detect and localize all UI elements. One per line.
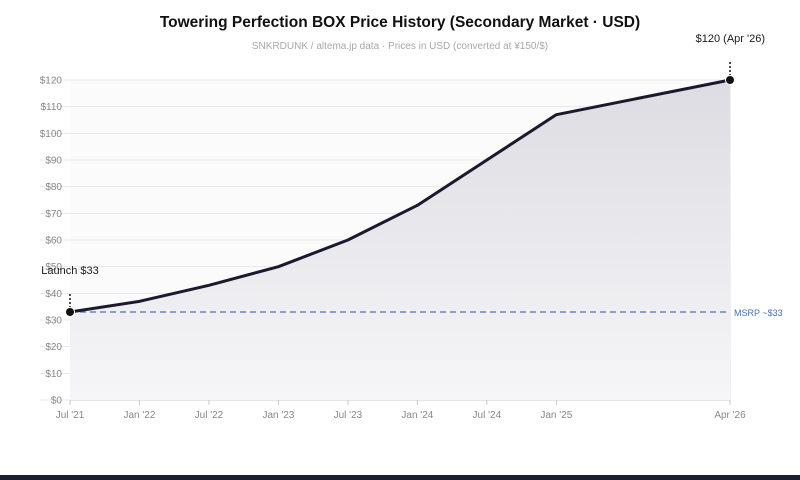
x-tick-label: Jan '22 (124, 410, 156, 421)
x-tick-label: Jul '22 (195, 410, 224, 421)
x-tick-label: Jan '24 (401, 410, 433, 421)
bottom-bar (0, 475, 800, 480)
y-tick-label: $70 (45, 209, 62, 220)
chart-title: Towering Perfection BOX Price History (S… (159, 14, 641, 31)
series-line-layer (68, 78, 732, 314)
annotation-label: $120 (Apr '26) (696, 33, 765, 45)
series-line (68, 78, 732, 314)
y-tick-label: $20 (45, 342, 62, 353)
annotations-layer: Launch $33 $120 (Apr '26) (41, 33, 765, 308)
annotation-label: Launch $33 (41, 265, 99, 277)
x-tick-label: Apr '26 (714, 410, 746, 421)
y-tick-label: $40 (45, 289, 62, 300)
x-tick-label: Jan '25 (540, 410, 572, 421)
msrp-reference-layer: MSRP ~$33 (70, 308, 783, 318)
y-axis-ticks: $0 $10 $20 $30 $40 $50 $60 $70 $80 $90 $100 $110 $12… (40, 76, 63, 407)
y-tick-label: $120 (40, 76, 63, 87)
x-tick-label: Jul '24 (473, 410, 502, 421)
y-tick-label: $90 (45, 156, 62, 167)
x-tick-label: Jul '23 (334, 410, 363, 421)
msrp-label: MSRP ~$33 (734, 308, 783, 318)
area-fill-layer (70, 80, 730, 400)
y-tick-label: $80 (45, 182, 62, 193)
data-point (725, 75, 735, 85)
y-tick-label: $60 (45, 236, 62, 247)
y-tick-label: $100 (40, 129, 63, 140)
series-area (70, 80, 730, 400)
data-point (65, 307, 75, 317)
x-axis-ticks: Jul '21 Jan '22 Jul '22 Jan '23 Jul '23 Jan '… (56, 400, 746, 421)
y-tick-label: $110 (40, 102, 62, 113)
y-tick-label: $30 (45, 316, 62, 327)
chart-subtitle: SNKRDUNK / altema.jp data · Prices in US… (251, 41, 549, 52)
y-tick-label: $10 (45, 369, 62, 380)
y-tick-label: $50 (45, 262, 62, 273)
y-tick-label: $0 (51, 396, 63, 407)
x-tick-label: Jan '23 (262, 410, 294, 421)
data-points-layer (65, 75, 735, 317)
x-tick-label: Jul '21 (56, 410, 85, 421)
